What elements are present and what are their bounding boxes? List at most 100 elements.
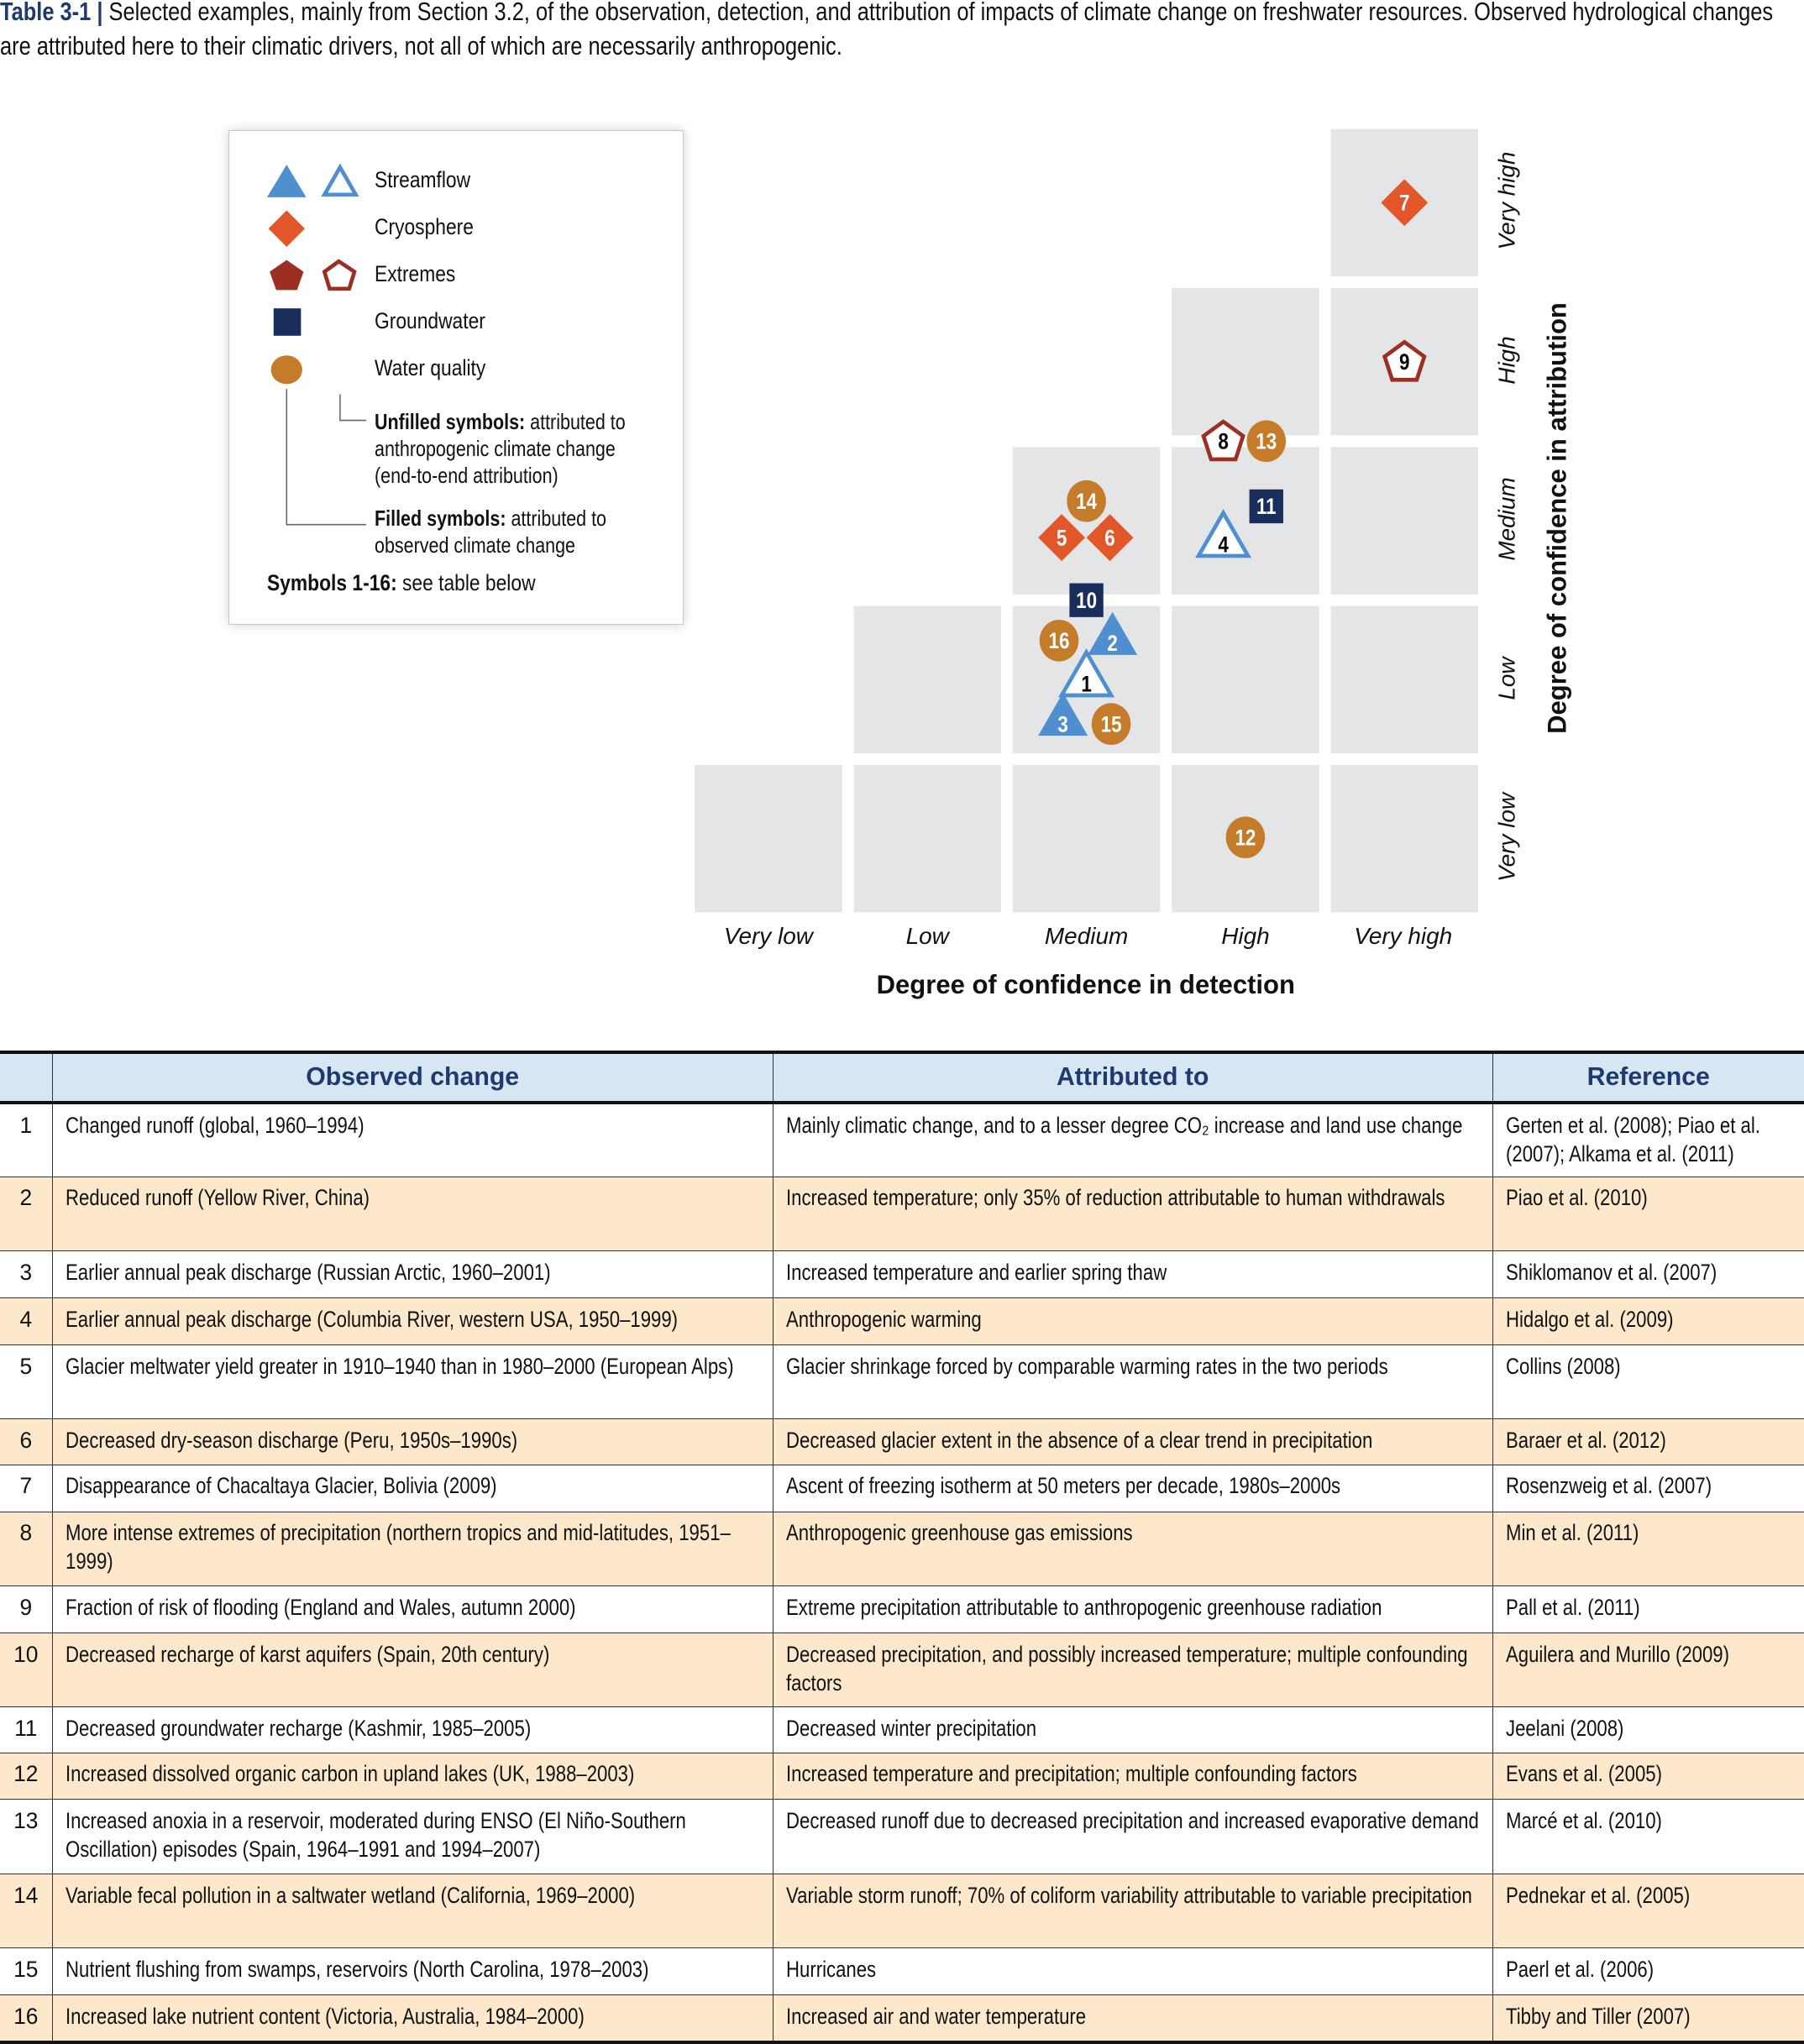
table-row: 8 More intense extremes of precipitation … xyxy=(0,1512,1804,1586)
circle-marker xyxy=(1246,420,1287,463)
header-observed-change: Observed change xyxy=(51,1050,774,1104)
reference-cell-text: Gerten et al. (2008); Piao et al. (2007)… xyxy=(1506,1112,1761,1166)
attributed-to-cell-text: Decreased runoff due to decreased precip… xyxy=(786,1808,1480,1834)
row-number-text: 8 xyxy=(19,1520,33,1546)
observed-change-cell: Earlier annual peak discharge (Russian A… xyxy=(51,1250,774,1299)
pentagon-marker xyxy=(1201,419,1245,462)
point-15-water_quality: 15 xyxy=(1091,703,1131,745)
observed-change-cell: Fraction of risk of flooding (England an… xyxy=(51,1585,774,1633)
row-number: 4 xyxy=(0,1297,53,1345)
observed-change-cell-text: Glacier meltwater yield greater in 1910–… xyxy=(66,1353,734,1379)
header-reference: Reference xyxy=(1492,1050,1804,1104)
y-axis-title: Degree of confidence in attribution xyxy=(1542,302,1572,734)
attributed-to-cell-text: Decreased precipitation, and possibly in… xyxy=(786,1641,1468,1695)
point-label: 8 xyxy=(1218,430,1228,454)
row-number-text: 2 xyxy=(19,1185,33,1211)
point-11-groundwater: 11 xyxy=(1249,489,1283,524)
reference-cell: Collins (2008) xyxy=(1492,1344,1804,1420)
circle-marker xyxy=(1091,703,1131,745)
observed-change-cell: Glacier meltwater yield greater in 1910–… xyxy=(51,1344,774,1420)
point-3-streamflow: 3 xyxy=(1038,692,1088,737)
grid-cell xyxy=(1172,287,1319,436)
attributed-to-cell-text: Increased temperature and earlier spring… xyxy=(786,1259,1167,1285)
circle-marker xyxy=(1225,816,1266,858)
observed-change-cell: Increased dissolved organic carbon in up… xyxy=(51,1753,774,1800)
grid-cell xyxy=(1012,765,1161,913)
observed-change-cell-text: Increased lake nutrient content (Victori… xyxy=(66,2003,585,2029)
row-number: 1 xyxy=(0,1102,53,1177)
row-number-text: 5 xyxy=(19,1353,33,1379)
table-row: 16 Increased lake nutrient content (Victo… xyxy=(0,1994,1804,2044)
point-label: 6 xyxy=(1104,527,1114,551)
legend-item-water-quality: Water quality xyxy=(229,350,673,390)
row-number: 12 xyxy=(0,1753,53,1800)
attributed-to-cell: Extreme precipitation attributable to an… xyxy=(772,1585,1493,1633)
table-row: 7 Disappearance of Chacaltaya Glacier, Bo… xyxy=(0,1465,1804,1512)
row-number-text: 1 xyxy=(19,1112,33,1138)
attributed-to-cell-text: Increased temperature; only 35% of reduc… xyxy=(786,1185,1445,1211)
attributed-to-cell: Increased temperature; only 35% of reduc… xyxy=(772,1177,1493,1252)
observed-change-cell-text: Decreased dry-season discharge (Peru, 19… xyxy=(66,1428,518,1454)
reference-cell: Rosenzweig et al. (2007) xyxy=(1492,1465,1804,1512)
point-14-water_quality: 14 xyxy=(1067,480,1106,522)
reference-cell-text: Baraer et al. (2012) xyxy=(1506,1428,1666,1454)
pentagon-icon xyxy=(269,259,357,291)
legend-label: Water quality xyxy=(375,354,486,380)
reference-cell: Pednekar et al. (2005) xyxy=(1492,1874,1804,1949)
legend: Streamflow Cryosphere Extremes Groundwat… xyxy=(228,130,684,625)
attributed-to-cell: Decreased glacier extent in the absence … xyxy=(772,1418,1493,1465)
reference-cell-text: Pednekar et al. (2005) xyxy=(1506,1882,1691,1908)
reference-cell-text: Rosenzweig et al. (2007) xyxy=(1506,1473,1712,1499)
observed-change-cell: Reduced runoff (Yellow River, China) xyxy=(51,1177,774,1252)
attributed-to-cell: Anthropogenic warming xyxy=(772,1297,1493,1345)
table-row: 1 Changed runoff (global, 1960–1994) Mainl… xyxy=(0,1102,1804,1177)
reference-cell: Jeelani (2008) xyxy=(1492,1706,1804,1753)
point-1-streamflow: 1 xyxy=(1058,648,1115,698)
table-row: 9 Fraction of risk of flooding (England a… xyxy=(0,1585,1804,1633)
observed-change-cell-text: Nutrient flushing from swamps, reservoir… xyxy=(66,1957,649,1983)
legend-item-extremes: Extremes xyxy=(229,256,673,296)
legend-item-groundwater: Groundwater xyxy=(229,303,673,343)
observed-change-cell: Variable fecal pollution in a saltwater … xyxy=(51,1874,774,1949)
square-marker xyxy=(1069,583,1104,617)
reference-cell: Shiklomanov et al. (2007) xyxy=(1492,1250,1804,1299)
row-number-text: 15 xyxy=(13,1957,39,1983)
legend-label: Cryosphere xyxy=(375,212,475,239)
legend-label: Streamflow xyxy=(375,166,471,193)
attributed-to-cell: Ascent of freezing isotherm at 50 meters… xyxy=(772,1465,1493,1512)
attributed-to-cell-text: Hurricanes xyxy=(786,1957,877,1983)
row-number: 10 xyxy=(0,1633,53,1708)
row-number: 2 xyxy=(0,1177,53,1252)
point-9-extremes: 9 xyxy=(1382,339,1427,382)
legend-note-unfilled: Unfilled symbols: attributed to anthropo… xyxy=(375,410,661,490)
square-icon xyxy=(273,308,301,336)
attributed-to-cell-text: Increased air and water temperature xyxy=(786,2003,1087,2029)
reference-cell-text: Pall et al. (2011) xyxy=(1506,1594,1640,1620)
row-number: 6 xyxy=(0,1418,53,1465)
point-label: 14 xyxy=(1076,490,1097,514)
table-row: 3 Earlier annual peak discharge (Russian … xyxy=(0,1250,1804,1299)
row-number: 3 xyxy=(0,1250,53,1299)
table-row: 13 Increased anoxia in a reservoir, moder… xyxy=(0,1799,1804,1874)
y-tick-label: Medium xyxy=(1493,477,1520,561)
point-7-cryosphere: 7 xyxy=(1381,179,1429,227)
reference-cell-text: Jeelani (2008) xyxy=(1506,1716,1624,1742)
row-number-text: 16 xyxy=(13,2003,39,2029)
reference-cell: Hidalgo et al. (2009) xyxy=(1492,1297,1804,1345)
attributed-to-cell-text: Variable storm runoff; 70% of coliform v… xyxy=(786,1882,1473,1908)
legend-note-symbols: Symbols 1-16: see table below xyxy=(267,569,684,596)
legend-note-bold: Filled symbols: xyxy=(375,507,506,532)
table-row: 6 Decreased dry-season discharge (Peru, 1… xyxy=(0,1418,1804,1465)
attributed-to-cell: Glacier shrinkage forced by comparable w… xyxy=(772,1344,1493,1420)
attributed-to-cell: Decreased runoff due to decreased precip… xyxy=(772,1799,1493,1874)
row-number-text: 7 xyxy=(19,1473,33,1499)
point-label: 5 xyxy=(1057,527,1067,551)
reference-cell: Aguilera and Murillo (2009) xyxy=(1492,1633,1804,1708)
reference-cell-text: Min et al. (2011) xyxy=(1506,1520,1639,1546)
caption-text: Selected examples, mainly from Section 3… xyxy=(0,0,1774,60)
reference-cell: Paerl et al. (2006) xyxy=(1492,1947,1804,1996)
table-row: 11 Decreased groundwater recharge (Kashmi… xyxy=(0,1706,1804,1753)
point-label: 15 xyxy=(1101,713,1122,737)
point-8-extremes: 8 xyxy=(1201,419,1245,462)
